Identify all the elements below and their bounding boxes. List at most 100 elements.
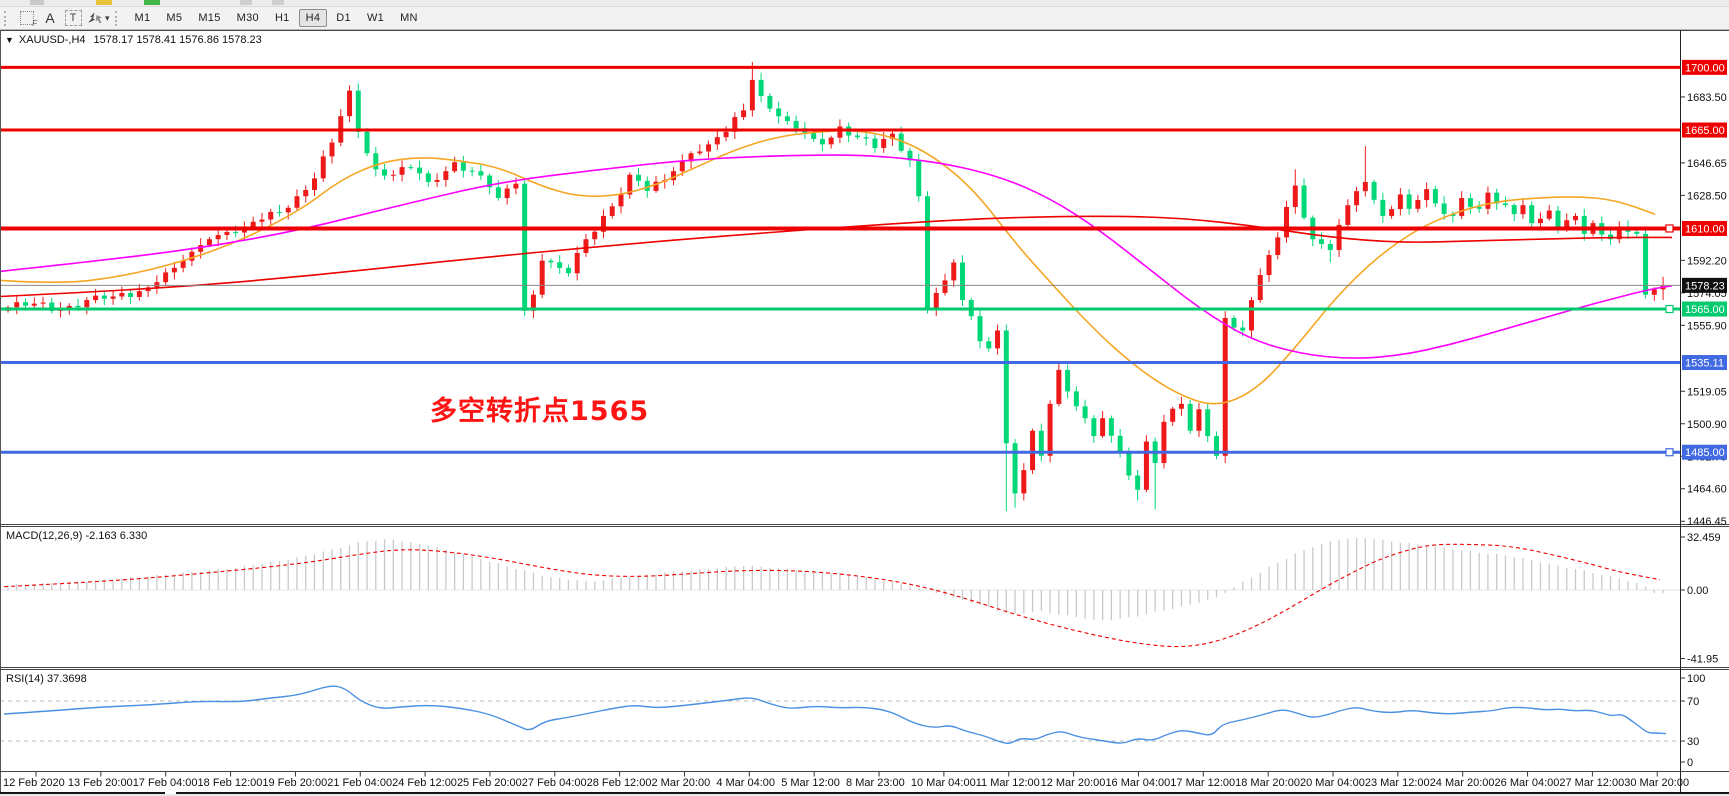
candle-body (1275, 237, 1281, 256)
candle-body (863, 137, 869, 139)
candle-body (1003, 330, 1009, 444)
chart-annotation-text[interactable]: 多空转折点1565 (430, 396, 650, 427)
macd-indicator-label: MACD(12,26,9) -2.163 6.330 (6, 530, 148, 542)
candle-body (1450, 213, 1456, 216)
macd-tick-label: -41.95 (1687, 654, 1718, 666)
time-axis-label: 28 Feb 12:00 (587, 777, 652, 789)
candle-body (1091, 418, 1097, 437)
candle-body (189, 251, 195, 261)
candle-body (924, 196, 930, 310)
chart-plot-area[interactable] (0, 30, 1680, 772)
timeframe-button-h4[interactable]: H4 (298, 9, 328, 27)
candle-body (618, 194, 624, 207)
timeframe-button-m15[interactable]: M15 (198, 12, 221, 24)
candle-body (1292, 185, 1298, 207)
time-axis-label: 18 Mar 20:00 (1235, 777, 1300, 789)
clipped-icon (144, 0, 160, 5)
price-box-label: 1565.00 (1685, 304, 1725, 316)
time-axis-label: 18 Feb 12:00 (198, 777, 263, 789)
price-tick-label: 1519.05 (1687, 386, 1727, 398)
candle-body (276, 211, 282, 213)
candle-body (136, 291, 142, 297)
candle-body (329, 142, 335, 157)
chevron-down-icon[interactable]: ▾ (105, 12, 110, 23)
candle-body (478, 171, 484, 176)
timeframe-button-h1[interactable]: H1 (274, 12, 290, 24)
text-label-tool-icon[interactable]: A (45, 10, 55, 26)
time-axis-label: 26 Mar 04:00 (1495, 777, 1560, 789)
candle-body (1643, 233, 1649, 295)
arrow-objects-tool-icon[interactable]: ▾ (86, 9, 110, 28)
price-tick-label: 1628.50 (1687, 190, 1727, 202)
candle-body (1065, 369, 1071, 392)
macd-signal-line (3, 543, 1661, 648)
price-tick-label: 1446.45 (1687, 516, 1727, 528)
timeframe-button-mn[interactable]: MN (400, 12, 418, 24)
moving-average-MA-slow (0, 215, 1672, 298)
timeframe-button-w1[interactable]: W1 (366, 12, 385, 24)
candle-body (1555, 210, 1561, 227)
candle-body (1056, 369, 1062, 404)
time-scale[interactable] (0, 772, 1680, 792)
grid-icon: F (20, 11, 37, 28)
price-box-label: 1665.00 (1685, 125, 1725, 137)
candle-body (653, 181, 659, 191)
toolbar-grip[interactable] (114, 10, 120, 26)
candle-body (933, 292, 939, 310)
candle-body (1485, 192, 1491, 209)
candle-body (907, 150, 913, 161)
candle-body (986, 341, 992, 349)
candle-body (1564, 220, 1570, 227)
timeframe-button-m5[interactable]: M5 (166, 12, 183, 24)
window-bottom-edge (176, 792, 1729, 794)
candle-body (819, 138, 825, 145)
candle-body (347, 90, 353, 117)
candle-body (469, 170, 475, 172)
candle-body (66, 305, 72, 310)
drawing-toolbar: F A T ▾ M1 M5 M15 M30 H1 H4 D1 W1 MN (0, 7, 1729, 30)
chart-ohlc-values: 1578.17 1578.41 1576.86 1578.23 (93, 34, 262, 46)
text-box-tool-icon[interactable]: T (63, 9, 83, 28)
timeframe-button-m1[interactable]: M1 (134, 12, 151, 24)
candle-body (1511, 205, 1517, 215)
candle-body (487, 175, 493, 188)
candle-body (320, 156, 326, 179)
price-scale[interactable] (1681, 30, 1729, 772)
chart-title[interactable]: ▼ XAUUSD-,H4 1578.17 1578.41 1576.86 1578.… (5, 34, 262, 46)
candle-body (408, 167, 414, 169)
candle-body (1196, 409, 1202, 431)
price-box-label: 1535.11 (1685, 358, 1724, 370)
time-axis-label: 24 Feb 12:00 (392, 777, 457, 789)
candle-body (49, 302, 55, 311)
candle-body (311, 178, 317, 191)
time-axis-label: 12 Feb 2020 (3, 777, 65, 789)
candle-body (14, 302, 20, 308)
candle-body (1467, 198, 1473, 207)
crosshair-grid-tool-icon[interactable]: F (17, 9, 37, 28)
candle-body (793, 121, 799, 129)
line-drag-handle[interactable] (1665, 448, 1674, 457)
candle-body (1248, 300, 1254, 331)
time-axis-label: 10 Mar 04:00 (911, 777, 976, 789)
candle-body (1389, 209, 1395, 216)
timeframe-button-d1[interactable]: D1 (336, 12, 351, 24)
candle-body (364, 131, 370, 154)
time-axis-label: 17 Feb 04:00 (133, 777, 198, 789)
price-tick-label: 1555.90 (1687, 320, 1727, 332)
price-box-1665.00 (1682, 122, 1727, 138)
candle-body (522, 183, 528, 311)
toolbar-grip[interactable] (4, 10, 9, 26)
line-drag-handle[interactable] (1665, 224, 1674, 233)
time-axis-label: 12 Mar 20:00 (1041, 777, 1106, 789)
candle-body (285, 207, 291, 213)
candle-body (574, 252, 580, 274)
candle-body (644, 180, 650, 191)
candle-body (75, 305, 81, 308)
chart-dropdown-caret-icon[interactable]: ▼ (5, 35, 14, 45)
candle-body (1432, 189, 1438, 204)
timeframe-button-m30[interactable]: M30 (236, 12, 259, 24)
candle-body (732, 117, 738, 132)
time-axis-label: 11 Mar 12:00 (976, 777, 1040, 789)
rsi-line (3, 685, 1667, 744)
line-drag-handle[interactable] (1665, 304, 1674, 314)
